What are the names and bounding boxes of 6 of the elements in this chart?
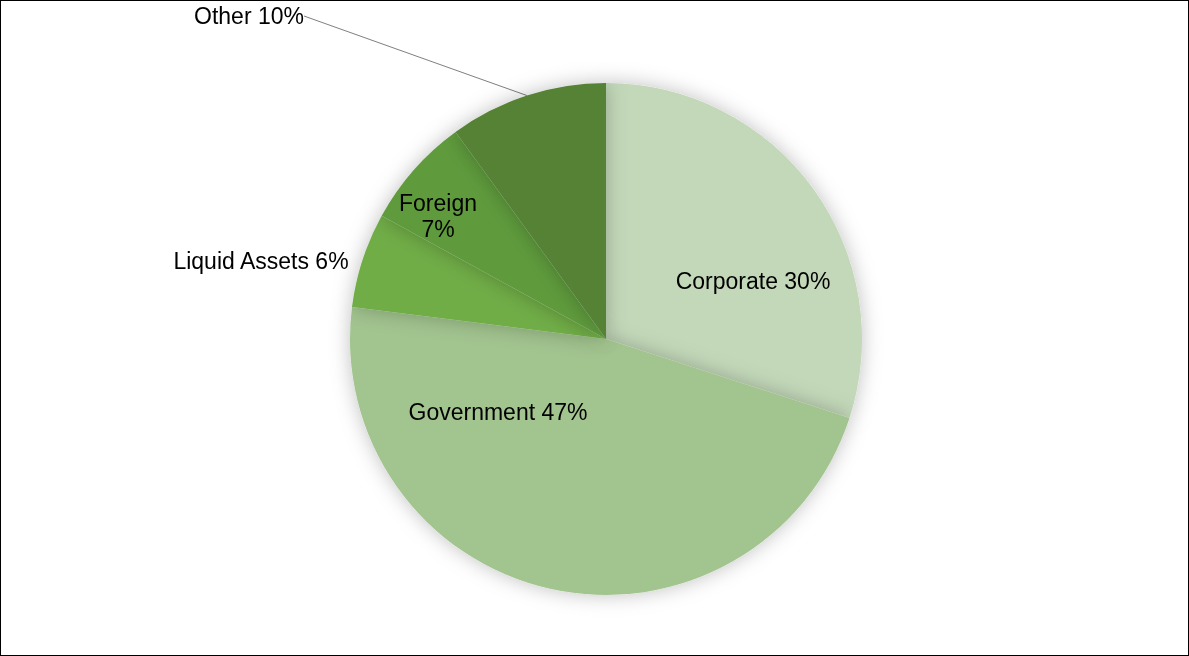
slice-label: Foreign	[399, 190, 477, 216]
slice-label: Corporate 30%	[675, 268, 831, 294]
slice-label: Other 10%	[194, 3, 304, 29]
data-label: 7%	[421, 216, 455, 242]
slice-label: Government 47%	[408, 399, 588, 425]
slice-label: Liquid Assets 6%	[173, 248, 349, 274]
